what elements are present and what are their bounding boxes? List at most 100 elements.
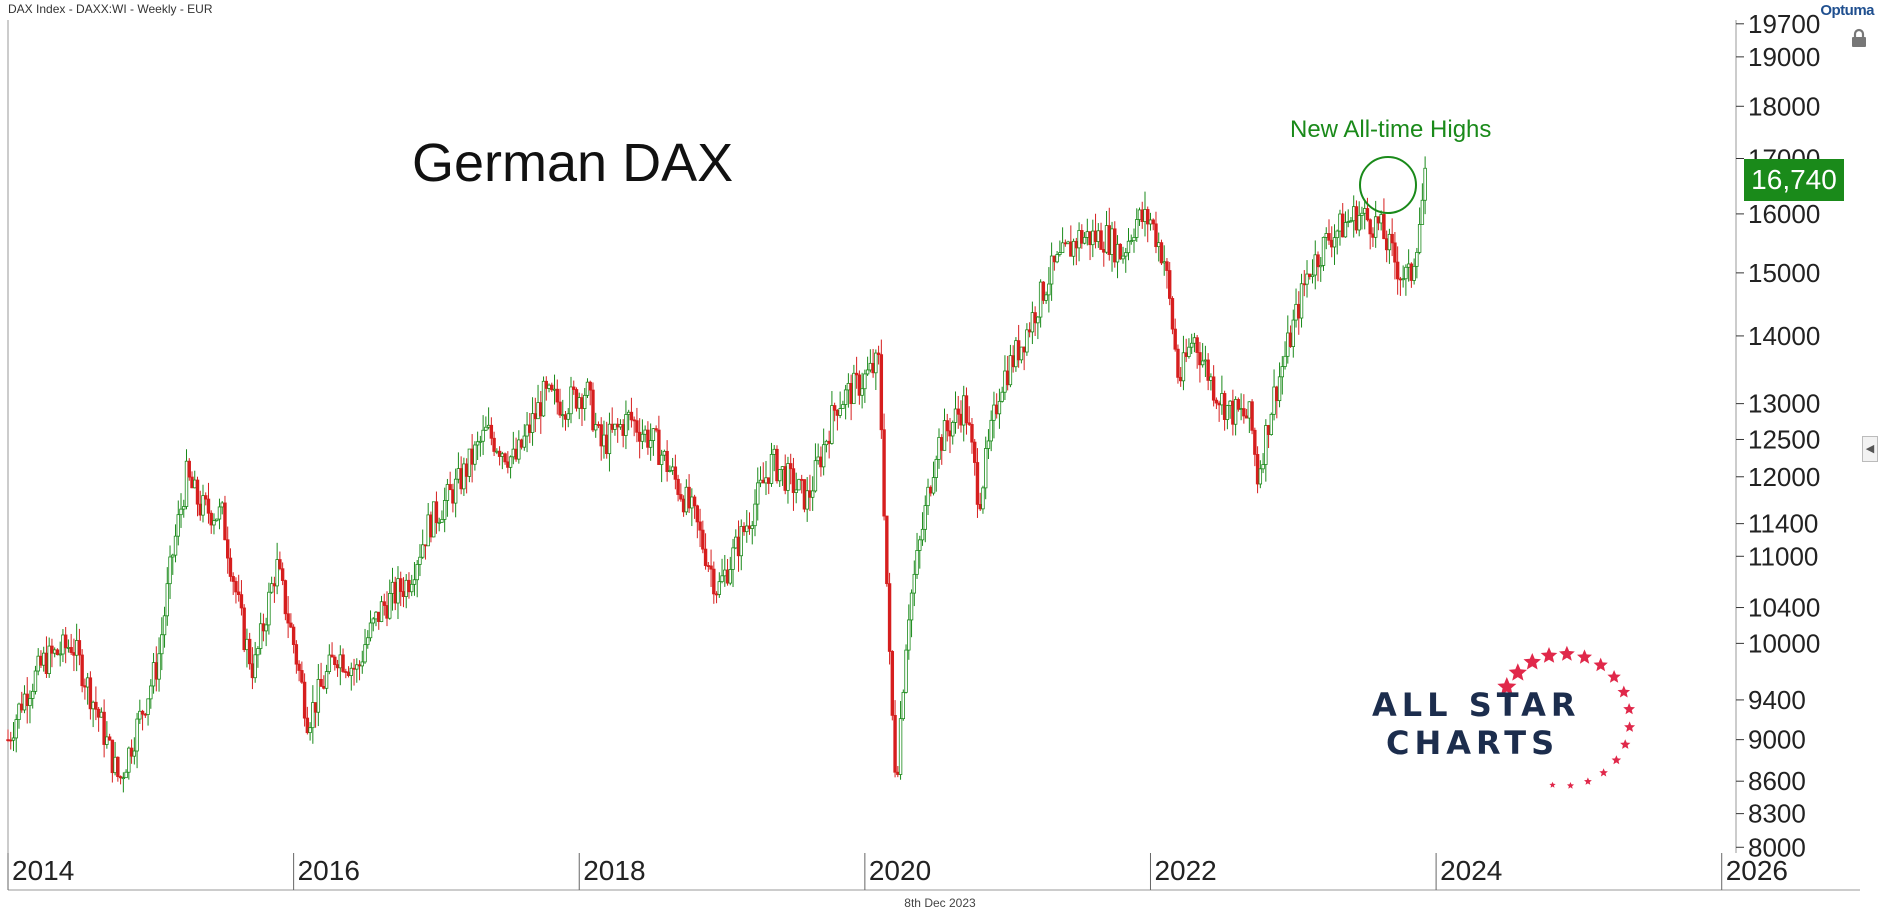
candle-body <box>750 525 754 529</box>
candle-body <box>195 479 200 505</box>
candle-body <box>1074 240 1079 249</box>
candle-body <box>1261 464 1265 470</box>
candle-body <box>764 477 768 484</box>
candle-body <box>204 495 208 500</box>
candle-body <box>613 423 617 430</box>
candle-body <box>668 470 672 472</box>
candle-body <box>753 503 757 527</box>
candle-body <box>261 623 266 632</box>
candle-body <box>1008 355 1013 386</box>
candle-body <box>47 645 51 675</box>
lock-icon[interactable] <box>1850 28 1868 48</box>
candle-body <box>563 414 568 420</box>
candle-body <box>50 645 54 654</box>
candle-body <box>1088 231 1092 246</box>
candle-body <box>1154 223 1158 248</box>
chevron-left-icon[interactable]: ◀ <box>1862 436 1878 462</box>
candle-body <box>1269 413 1274 435</box>
candle-body <box>275 559 279 587</box>
logo-star <box>1549 781 1556 788</box>
candle-body <box>1082 236 1087 244</box>
candle-body <box>802 479 807 510</box>
candle-body <box>1162 261 1166 264</box>
candle-body <box>1258 468 1263 485</box>
candle-body <box>245 638 249 651</box>
x-tick-label: 2016 <box>298 855 360 886</box>
candle-body <box>412 579 417 585</box>
candle-body <box>1393 242 1397 263</box>
candle-body <box>1387 233 1392 251</box>
candle-body <box>898 718 903 775</box>
candle-body <box>1266 425 1271 435</box>
candle-body <box>824 440 829 446</box>
candle-body <box>786 463 790 491</box>
candle-body <box>404 579 408 598</box>
candle-body <box>190 476 194 489</box>
candle-body <box>96 708 101 718</box>
candle-body <box>1091 230 1095 246</box>
candle-body <box>283 580 288 615</box>
candle-body <box>1052 255 1057 263</box>
candle-body <box>1014 340 1018 368</box>
candle-body <box>572 386 576 390</box>
candle-body <box>1362 208 1367 214</box>
candle-body <box>519 439 524 448</box>
candle-body <box>640 433 645 442</box>
candle-body <box>868 362 873 371</box>
candle-body <box>481 429 485 442</box>
candle-body <box>756 482 760 505</box>
candle-body <box>778 469 782 482</box>
y-tick-label: 12000 <box>1748 462 1820 492</box>
x-tick-label: 2018 <box>583 855 645 886</box>
candle-body <box>20 703 24 711</box>
candle-body <box>1178 376 1183 382</box>
candle-body <box>1404 266 1408 280</box>
x-tick-label: 2024 <box>1440 855 1502 886</box>
candle-body <box>1349 220 1353 223</box>
candle-body <box>709 565 713 570</box>
all-star-charts-logo: ALL STAR CHARTS <box>1368 644 1640 794</box>
candle-body <box>371 618 375 624</box>
candle-body <box>267 591 271 626</box>
logo-star <box>1611 755 1622 765</box>
candle-body <box>942 420 947 451</box>
candle-body <box>1233 399 1238 425</box>
candle-body <box>1264 425 1268 465</box>
candle-body <box>1102 249 1106 253</box>
candle-body <box>407 579 411 593</box>
candle-body <box>1200 360 1205 366</box>
candle-body <box>514 448 518 460</box>
candle-body <box>1146 209 1150 225</box>
candle-body <box>220 502 224 508</box>
candle-body <box>420 544 425 558</box>
candle-body <box>335 664 340 669</box>
candle-body <box>1423 167 1427 201</box>
candle-body <box>937 437 941 460</box>
candle-body <box>1135 219 1139 238</box>
y-tick-label: 10000 <box>1748 628 1820 658</box>
candle-body <box>489 424 494 439</box>
candle-body <box>569 386 573 415</box>
candle-body <box>1409 263 1414 281</box>
candle-body <box>558 401 562 416</box>
candle-body <box>594 424 598 431</box>
candle-body <box>687 486 691 509</box>
candle-body <box>992 404 996 421</box>
candle-body <box>129 747 134 757</box>
candle-body <box>624 414 628 436</box>
candle-body <box>865 369 870 375</box>
candle-body <box>989 419 993 442</box>
candle-body <box>1184 352 1188 357</box>
candle-body <box>692 496 697 507</box>
candle-body <box>1181 352 1186 382</box>
candle-body <box>596 424 601 426</box>
candle-body <box>492 437 496 452</box>
candle-body <box>1415 251 1419 267</box>
candle-body <box>242 607 246 651</box>
candle-body <box>893 714 897 773</box>
candle-body <box>643 429 647 435</box>
candle-body <box>547 384 551 389</box>
candle-body <box>876 352 881 356</box>
candle-body <box>36 655 40 672</box>
candle-body <box>179 508 183 516</box>
